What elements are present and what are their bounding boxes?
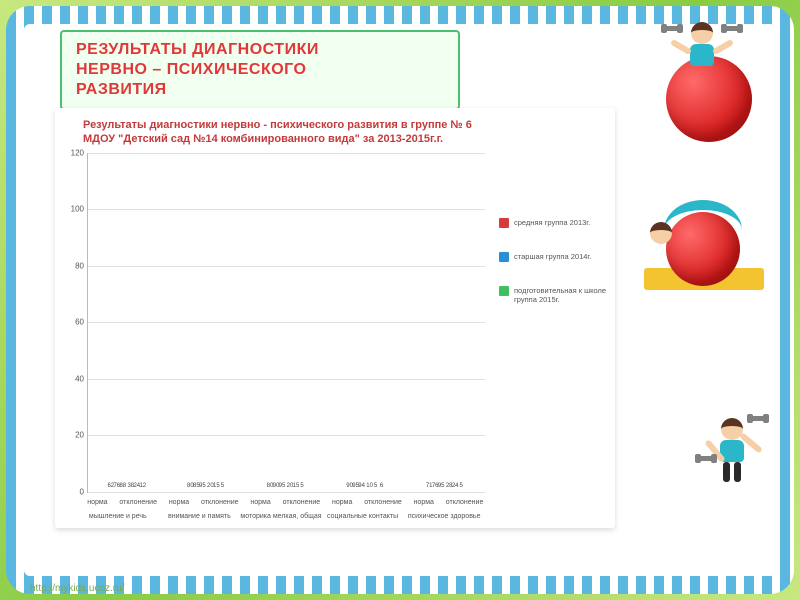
bar-value-label: 95 (279, 483, 286, 489)
y-axis-label: 60 (75, 318, 84, 327)
legend-item: старшая группа 2014г. (499, 252, 609, 262)
chart-title-line-1: Результаты диагностики нервно - психичес… (83, 119, 472, 131)
x-sub-label: норма (240, 499, 281, 506)
footer-url: http://mykids.ucoz.ru/ (30, 583, 124, 594)
bar-value-label: 10 (366, 483, 373, 489)
x-category-label: мышление и речь (77, 513, 159, 520)
bar-value-label: 15 (293, 483, 300, 489)
x-category-labels: мышление и речьвнимание и памятьмоторика… (77, 513, 485, 520)
illustration-kid-on-ball-dumbbells (666, 56, 752, 142)
x-sub-label: отклонение (199, 499, 240, 506)
title-line-2: НЕРВНО – ПСИХИЧЕСКОГО (76, 61, 306, 78)
legend-swatch (499, 286, 509, 296)
x-sub-label: норма (159, 499, 200, 506)
x-sub-label: норма (403, 499, 444, 506)
y-axis-label: 80 (75, 261, 84, 270)
bar-value-label: 5 (374, 483, 377, 489)
chart-legend: средняя группа 2013г. старшая группа 2014… (499, 218, 609, 328)
x-sub-labels: нормаотклонениенормаотклонениенормаоткло… (77, 499, 485, 506)
x-sub-label: норма (322, 499, 363, 506)
bar-value-label: 15 (213, 483, 220, 489)
bar-value-label: 94 (358, 483, 365, 489)
x-category-label: социальные контакты (322, 513, 404, 520)
bar-value-label: 6 (380, 483, 383, 489)
y-axis-label: 0 (80, 487, 84, 496)
title-line-3: РАЗВИТИЯ (76, 81, 167, 98)
legend-label: подготовительная к школе группа 2015г. (514, 286, 609, 304)
bar-value-label: 88 (119, 483, 126, 489)
illustration-kid-backbend-ball (644, 268, 764, 290)
chart-card: Результаты диагностики нервно - психичес… (55, 108, 615, 528)
legend-label: старшая группа 2014г. (514, 252, 591, 261)
legend-label: средняя группа 2013г. (514, 218, 590, 227)
bar-value-label: 95 (199, 483, 206, 489)
bar-value-label: 12 (139, 483, 146, 489)
legend-item: средняя группа 2013г. (499, 218, 609, 228)
bar-value-label: 24 (452, 483, 459, 489)
bar-value-label: 5 (221, 483, 224, 489)
illustration-kid-standing-dumbbells (720, 418, 744, 482)
x-category-label: внимание и память (159, 513, 241, 520)
x-category-label: психическое здоровье (403, 513, 485, 520)
x-sub-label: отклонение (444, 499, 485, 506)
x-sub-label: отклонение (118, 499, 159, 506)
title-line-1: РЕЗУЛЬТАТЫ ДИАГНОСТИКИ (76, 41, 319, 58)
page-title-box: РЕЗУЛЬТАТЫ ДИАГНОСТИКИ НЕРВНО – ПСИХИЧЕС… (60, 30, 460, 110)
y-axis-label: 40 (75, 374, 84, 383)
x-category-label: моторика мелкая, общая (240, 513, 322, 520)
x-sub-label: отклонение (363, 499, 404, 506)
y-axis-label: 20 (75, 431, 84, 440)
chart-title: Результаты диагностики нервно - психичес… (83, 118, 605, 147)
legend-item: подготовительная к школе группа 2015г. (499, 286, 609, 304)
bar-value-label: 95 (438, 483, 445, 489)
legend-swatch (499, 218, 509, 228)
y-axis-label: 100 (71, 205, 84, 214)
x-sub-label: отклонение (281, 499, 322, 506)
bars-container: 6276883824128085952015580909520155909594… (87, 153, 485, 493)
x-sub-label: норма (77, 499, 118, 506)
legend-swatch (499, 252, 509, 262)
chart-title-line-2: МДОУ "Детский сад №14 комбинированного в… (83, 133, 443, 145)
bar-value-label: 5 (460, 483, 463, 489)
y-axis-label: 120 (71, 148, 84, 157)
chart-plot-area: 020406080100120 627688382412808595201558… (87, 153, 485, 493)
bar-value-label: 5 (300, 483, 303, 489)
